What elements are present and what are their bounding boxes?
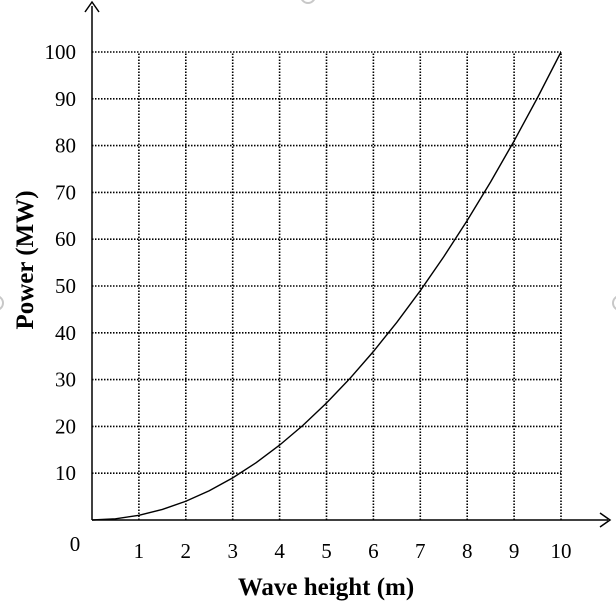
y-tick-label: 40 <box>55 321 76 345</box>
x-tick-label: 4 <box>274 539 285 563</box>
x-tick-label: 10 <box>551 539 572 563</box>
y-tick-label: 30 <box>55 368 76 392</box>
x-tick-label: 2 <box>181 539 192 563</box>
edge-markers <box>0 0 616 310</box>
series <box>91 51 562 521</box>
x-tick-label: 9 <box>509 539 520 563</box>
x-axis-arrow <box>599 512 612 528</box>
power-curve-line <box>91 51 562 521</box>
y-tick-label: 90 <box>55 87 76 111</box>
edge-marker-right <box>612 296 616 310</box>
x-tick-label: 6 <box>368 539 379 563</box>
tick-labels: 1 2 3 4 5 6 7 8 9 10 10 20 30 40 50 60 70 80 90 100 <box>45 40 572 563</box>
edge-marker-left <box>0 296 4 310</box>
y-tick-label: 70 <box>55 180 76 204</box>
y-axis-title: Power (MW) <box>12 190 39 329</box>
y-axis-arrow <box>84 0 100 13</box>
origin-label: 0 <box>70 532 81 556</box>
x-tick-label: 3 <box>227 539 238 563</box>
x-tick-label: 1 <box>134 539 145 563</box>
x-tick-label: 8 <box>462 539 473 563</box>
grid <box>92 51 562 520</box>
axes <box>84 0 612 528</box>
x-tick-label: 5 <box>321 539 332 563</box>
y-tick-label: 60 <box>55 227 76 251</box>
y-tick-label: 10 <box>55 461 76 485</box>
y-tick-label: 20 <box>55 414 76 438</box>
x-tick-label: 7 <box>415 539 426 563</box>
y-tick-label: 50 <box>55 274 76 298</box>
x-axis-title: Wave height (m) <box>238 574 414 601</box>
edge-marker-top <box>301 0 315 4</box>
y-tick-label: 100 <box>45 40 77 64</box>
y-tick-label: 80 <box>55 134 76 158</box>
